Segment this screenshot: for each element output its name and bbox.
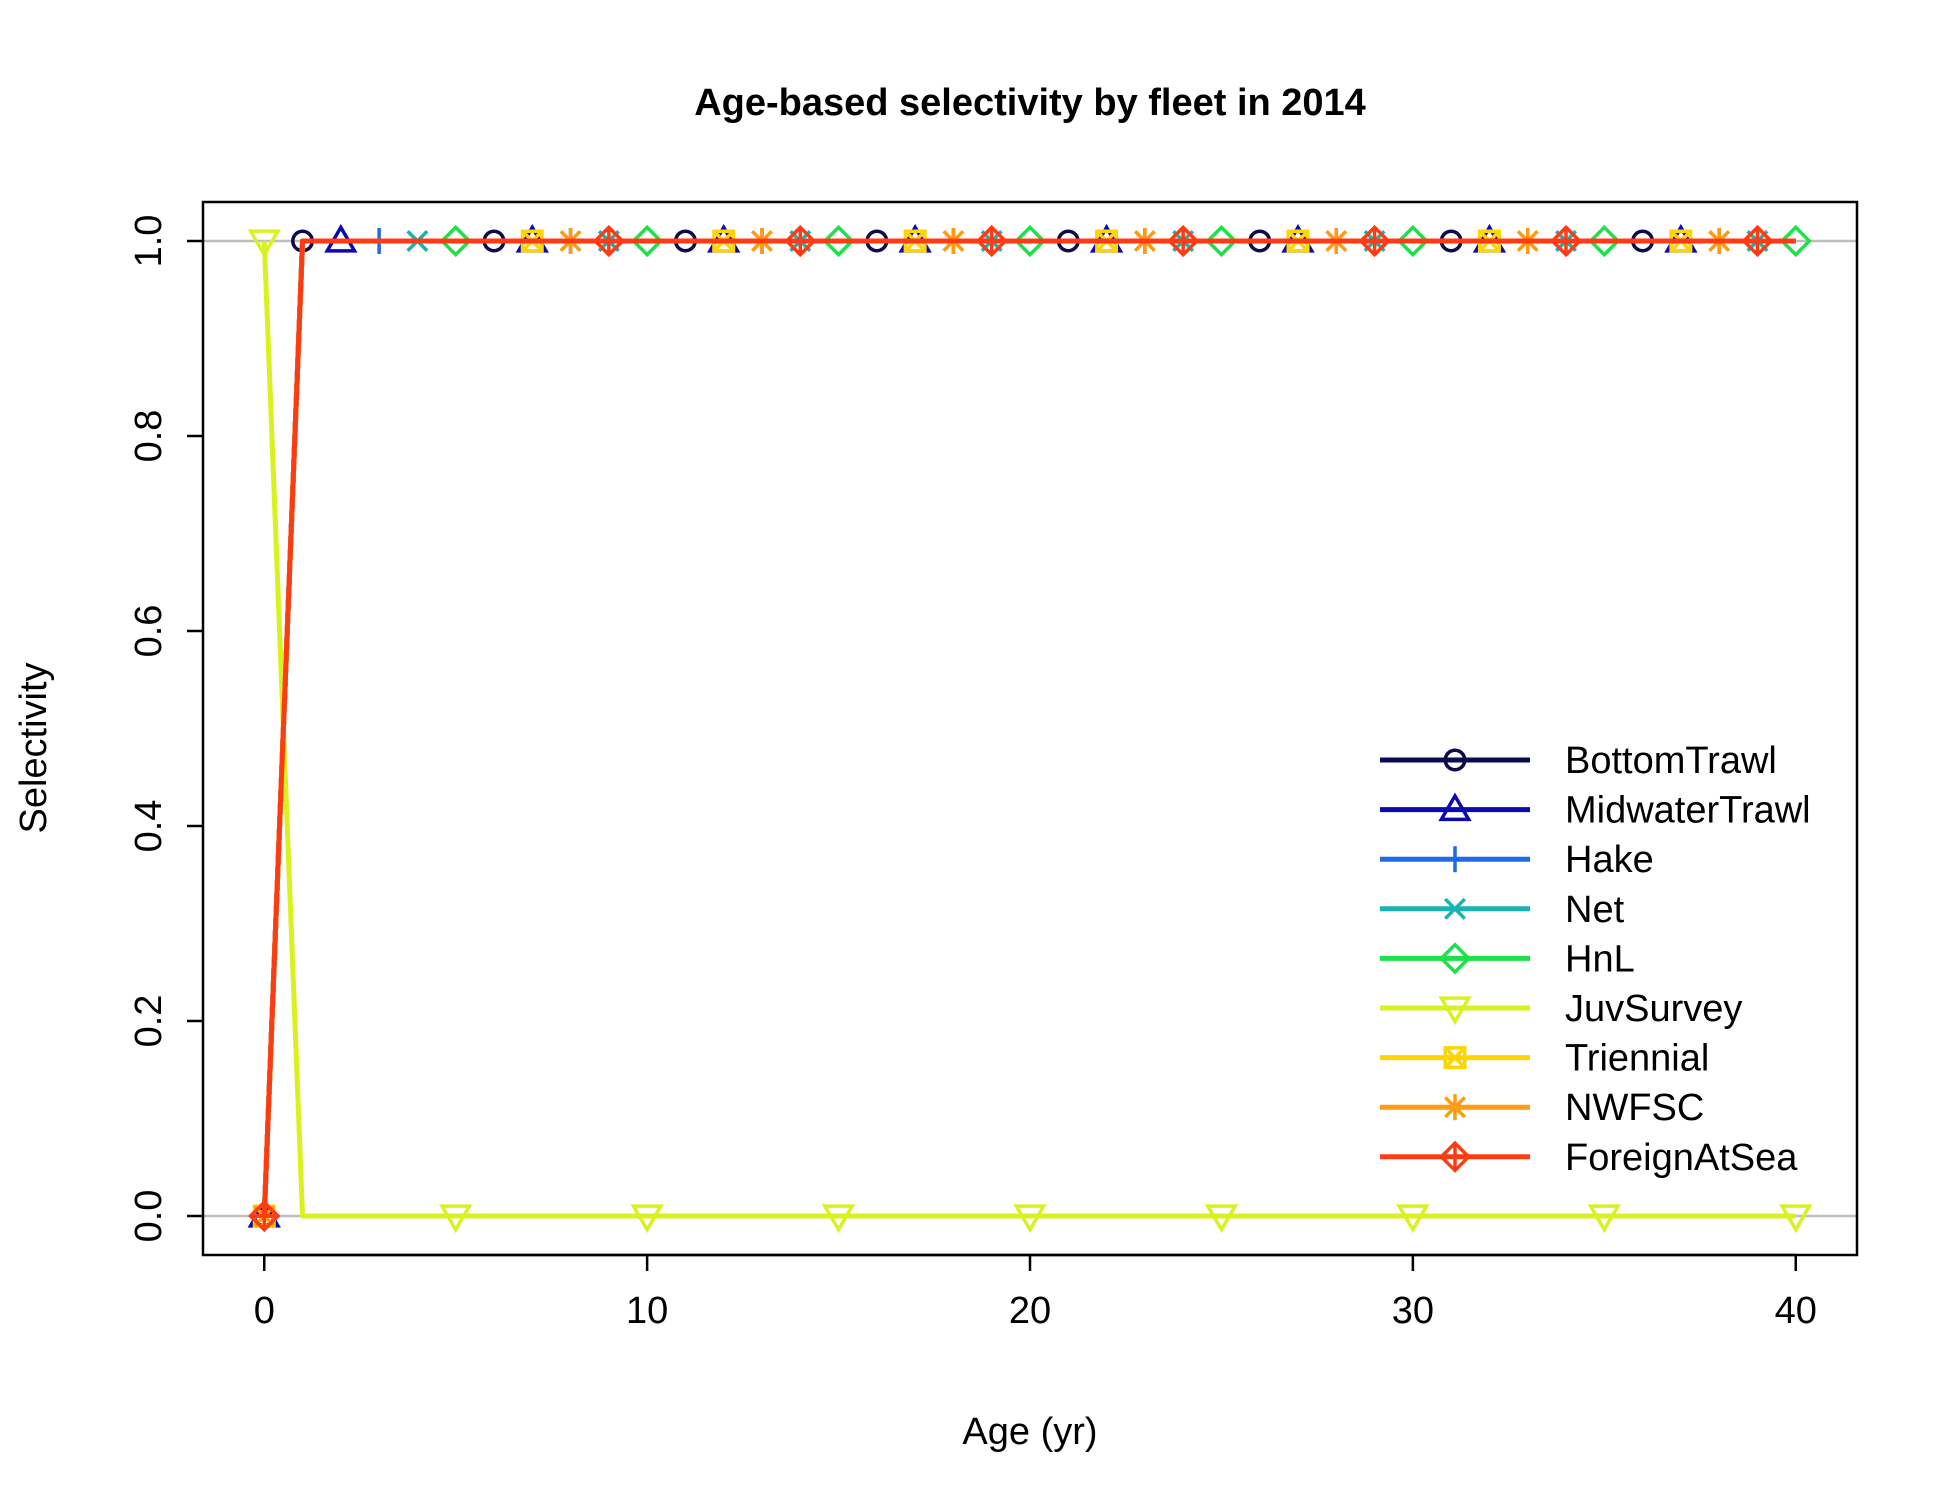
legend: BottomTrawl MidwaterTrawl Hake Net HnL JuvSur… (1380, 740, 1811, 1179)
legend-marker (1443, 1046, 1467, 1070)
data-point (822, 224, 855, 258)
series-line (261, 238, 1796, 1217)
legend-label: NWFSC (1565, 1087, 1704, 1129)
data-point (1741, 224, 1774, 258)
y-axis-label: Selectivity (13, 662, 55, 833)
data-point (1204, 1204, 1239, 1234)
x-tick-label: 20 (1009, 1290, 1051, 1332)
legend-marker (1444, 897, 1466, 920)
legend-marker (1438, 996, 1472, 1026)
legend-item-HnL: HnL (1380, 938, 1635, 980)
y-tick-label: 0.6 (128, 605, 170, 658)
legend-label: Hake (1565, 839, 1654, 881)
x-tick-label: 30 (1392, 1290, 1434, 1332)
legend-label: Triennial (1565, 1038, 1709, 1080)
data-point (1587, 1204, 1621, 1234)
data-point (1013, 224, 1047, 258)
data-point (1167, 224, 1200, 258)
legend-marker (1442, 846, 1468, 873)
legend-item-JuvSurvey: JuvSurvey (1380, 988, 1742, 1030)
legend-item-ForeignAtSea: ForeignAtSea (1380, 1137, 1798, 1179)
data-point (592, 224, 625, 258)
legend-marker (1438, 942, 1472, 975)
data-point (784, 224, 817, 258)
data-point (1358, 224, 1391, 258)
data-point (630, 1204, 664, 1234)
legend-item-Net: Net (1380, 889, 1625, 931)
data-point (1396, 224, 1429, 258)
legend-label: HnL (1565, 938, 1635, 980)
data-point (1588, 224, 1621, 258)
y-tick-label: 1.0 (128, 215, 170, 268)
data-point (1549, 224, 1583, 258)
y-tick-label: 0.8 (128, 410, 170, 463)
data-point (1779, 224, 1812, 258)
y-tick-label: 0.4 (128, 800, 170, 853)
data-point (1013, 1204, 1047, 1234)
legend-marker (1438, 1140, 1472, 1173)
x-axis-label: Age (yr) (962, 1411, 1097, 1453)
legend-label: Net (1565, 889, 1625, 931)
y-axis: 0.0 0.2 0.4 0.6 0.8 1.0 (128, 215, 203, 1243)
x-axis: 0 10 20 30 40 (254, 1253, 1817, 1332)
legend-label: ForeignAtSea (1565, 1137, 1798, 1179)
legend-label: BottomTrawl (1565, 740, 1777, 782)
x-tick-label: 0 (254, 1290, 275, 1332)
y-tick-label: 0.0 (128, 1190, 170, 1243)
legend-label: MidwaterTrawl (1565, 790, 1811, 832)
data-point (1205, 224, 1238, 258)
data-point (1396, 1204, 1430, 1234)
data-point (248, 1199, 281, 1233)
legend-marker (1442, 1094, 1468, 1121)
data-point (439, 224, 472, 258)
y-tick-label: 0.2 (128, 995, 170, 1048)
legend-marker (1438, 792, 1472, 822)
legend-item-Triennial: Triennial (1380, 1038, 1709, 1080)
data-point (821, 1204, 856, 1234)
series-ForeignAtSea (248, 224, 1796, 1233)
data-point (247, 229, 281, 259)
legend-marker (1443, 748, 1467, 772)
series-line (261, 240, 1796, 1219)
data-point (631, 224, 664, 258)
x-tick-label: 10 (626, 1290, 668, 1332)
x-tick-label: 40 (1775, 1290, 1817, 1332)
series-MidwaterTrawl (247, 223, 1796, 1228)
data-point (975, 224, 1008, 258)
legend-item-NWFSC: NWFSC (1380, 1087, 1704, 1129)
data-point (1779, 1204, 1813, 1234)
legend-label: JuvSurvey (1565, 988, 1742, 1030)
plot-area: 0 10 20 30 40 0.0 0.2 0.4 0.6 0.8 1.0 (128, 200, 1859, 1332)
chart-title: Age-based selectivity by fleet in 2014 (694, 82, 1366, 124)
legend-item-MidwaterTrawl: MidwaterTrawl (1380, 790, 1811, 832)
legend-item-BottomTrawl: BottomTrawl (1380, 740, 1777, 782)
data-point (439, 1204, 473, 1234)
series-JuvSurvey (247, 229, 1813, 1234)
legend-item-Hake: Hake (1380, 839, 1654, 881)
